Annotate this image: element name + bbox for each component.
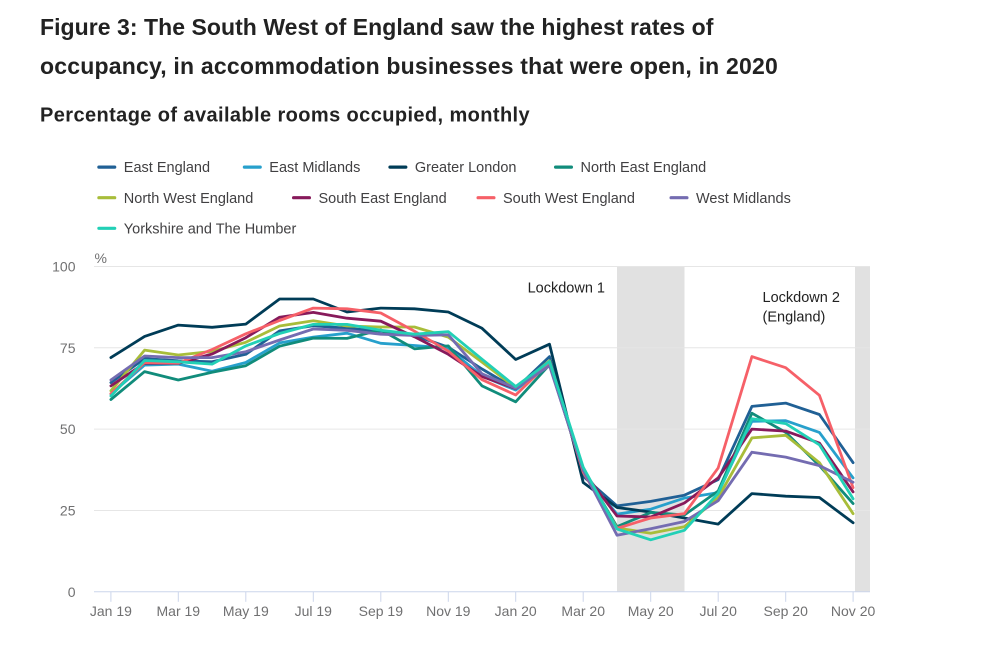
svg-text:Percentage of available rooms: Percentage of available rooms occupied, … bbox=[40, 105, 531, 127]
svg-text:Mar 19: Mar 19 bbox=[157, 603, 201, 619]
svg-text:25: 25 bbox=[60, 503, 76, 519]
svg-text:Mar 20: Mar 20 bbox=[561, 603, 605, 619]
svg-text:East Midlands: East Midlands bbox=[269, 160, 360, 176]
svg-text:occupancy, in accommodation bu: occupancy, in accommodation businesses t… bbox=[40, 53, 778, 79]
svg-text:Jan 20: Jan 20 bbox=[495, 603, 537, 619]
svg-text:Yorkshire and The Humber: Yorkshire and The Humber bbox=[124, 221, 297, 237]
svg-text:(England): (England) bbox=[763, 309, 826, 325]
svg-text:Jul 20: Jul 20 bbox=[700, 603, 738, 619]
svg-text:South West England: South West England bbox=[503, 191, 635, 207]
svg-text:100: 100 bbox=[52, 259, 76, 275]
svg-text:Sep 20: Sep 20 bbox=[764, 603, 809, 619]
svg-text:Nov 20: Nov 20 bbox=[831, 603, 876, 619]
svg-text:South East England: South East England bbox=[319, 191, 447, 207]
svg-text:East England: East England bbox=[124, 160, 210, 176]
svg-text:North East England: North East England bbox=[581, 160, 707, 176]
svg-text:0: 0 bbox=[68, 584, 76, 600]
svg-text:50: 50 bbox=[60, 421, 76, 437]
svg-text:Lockdown 1: Lockdown 1 bbox=[528, 281, 605, 297]
svg-text:%: % bbox=[95, 250, 107, 266]
svg-text:Sep 19: Sep 19 bbox=[359, 603, 404, 619]
svg-text:Figure 3: The South West of En: Figure 3: The South West of England saw … bbox=[40, 14, 714, 40]
svg-text:Greater London: Greater London bbox=[415, 160, 517, 176]
svg-text:May 19: May 19 bbox=[223, 603, 269, 619]
svg-text:Lockdown 2: Lockdown 2 bbox=[763, 290, 840, 306]
svg-text:75: 75 bbox=[60, 340, 76, 356]
svg-text:Nov 19: Nov 19 bbox=[426, 603, 471, 619]
svg-text:Jul 19: Jul 19 bbox=[295, 603, 333, 619]
svg-text:Jan 19: Jan 19 bbox=[90, 603, 132, 619]
svg-text:May 20: May 20 bbox=[628, 603, 674, 619]
svg-text:North West England: North West England bbox=[124, 191, 254, 207]
svg-text:West Midlands: West Midlands bbox=[696, 191, 791, 207]
